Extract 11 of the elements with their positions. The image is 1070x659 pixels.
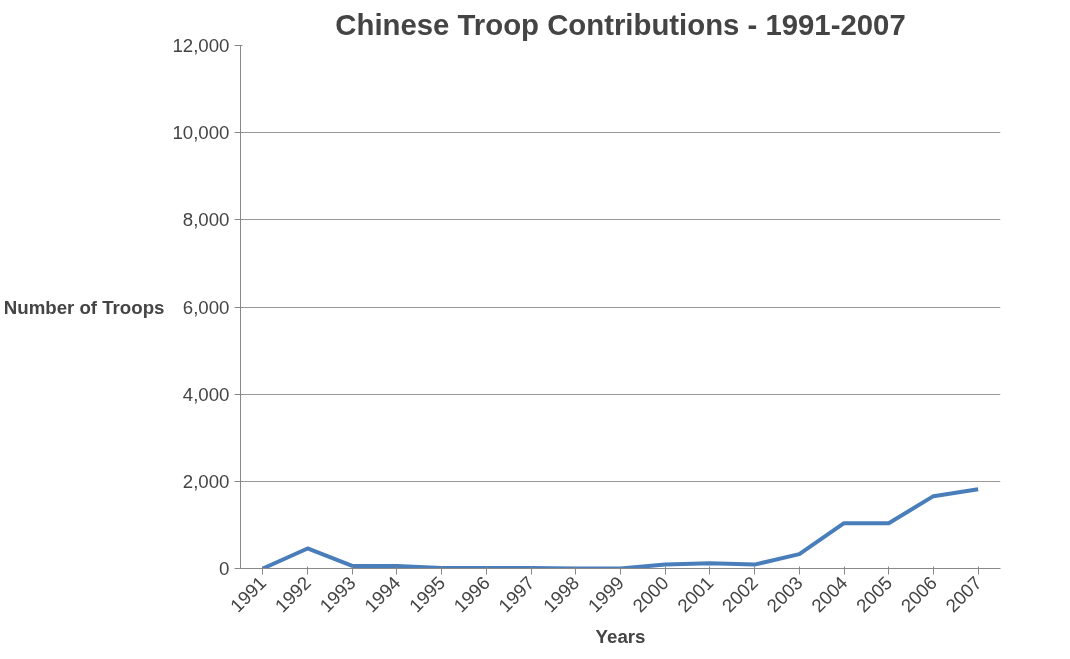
y-tick-label: 4,000 xyxy=(182,383,230,405)
y-tick-label: 6,000 xyxy=(182,296,230,318)
y-tick-label: 10,000 xyxy=(172,122,230,144)
y-tick-label: 8,000 xyxy=(182,209,230,231)
y-tick-label: 0 xyxy=(219,558,230,579)
y-tick-label: 2,000 xyxy=(182,470,230,492)
y-axis-title: Number of Troops xyxy=(3,296,165,318)
x-axis-title: Years xyxy=(595,626,646,648)
line-series xyxy=(260,487,981,569)
chart-title: Chinese Troop Contributions - 1991-2007 xyxy=(335,7,906,41)
y-tick-label: 12,000 xyxy=(172,35,230,56)
